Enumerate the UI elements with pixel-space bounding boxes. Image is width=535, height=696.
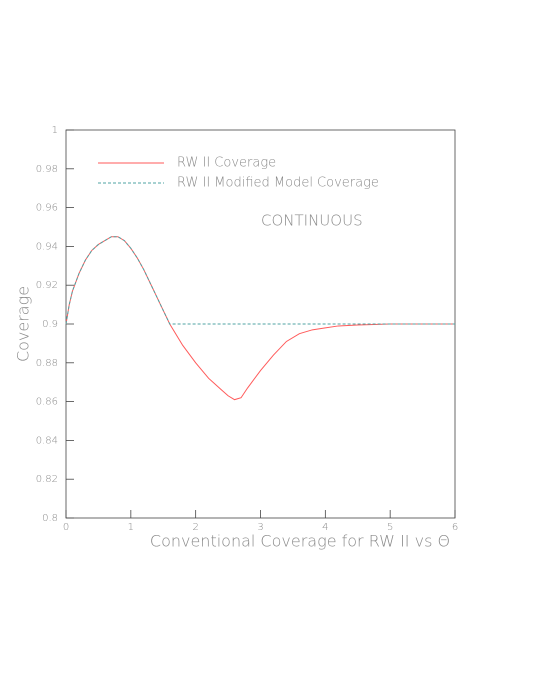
x-tick-label: 6 (452, 522, 458, 533)
y-tick-label: 0.88 (36, 358, 58, 369)
y-tick-label: 0.86 (36, 397, 58, 408)
y-tick-label: 1 (52, 125, 58, 136)
x-tick-label: 2 (192, 522, 198, 533)
y-tick-label: 0.82 (36, 474, 58, 485)
y-tick-label: 0.94 (36, 241, 58, 252)
y-tick-label: 0.84 (36, 435, 58, 446)
y-tick-label: 0.92 (36, 280, 58, 291)
x-tick-label: 4 (322, 522, 328, 533)
y-tick-label: 0.96 (36, 203, 58, 214)
y-tick-label: 0.8 (42, 513, 58, 524)
x-tick-label: 5 (387, 522, 393, 533)
legend-label: RW II Coverage (177, 156, 276, 171)
data-line (65, 236, 455, 325)
y-tick-label: 0.98 (36, 164, 58, 175)
legend-label: RW II Modified Model Coverage (177, 176, 379, 191)
annotation: CONTINUOUS (261, 212, 363, 230)
x-axis-label: Conventional Coverage for RW II vs Θ (150, 532, 450, 551)
x-tick-label: 0 (63, 522, 69, 533)
x-tick-label: 1 (128, 522, 134, 533)
x-tick-label: 3 (257, 522, 263, 533)
data-line (65, 236, 455, 401)
y-axis-label: Coverage (14, 286, 33, 362)
y-tick-label: 0.9 (42, 319, 58, 330)
